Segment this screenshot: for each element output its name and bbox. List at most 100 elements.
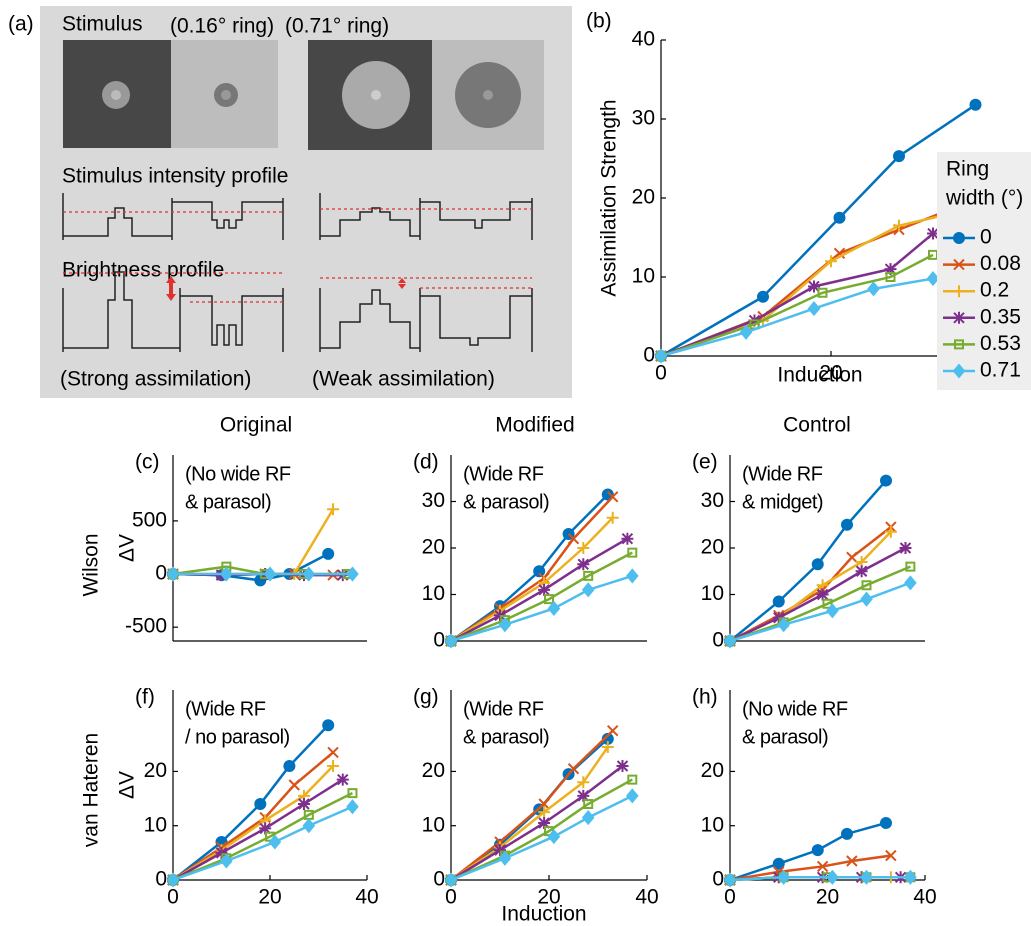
marker [494,844,506,857]
marker [346,566,359,582]
y-tick-label: 30 [632,107,655,130]
marker [723,633,737,649]
annotation: & parasol) [185,491,271,513]
marker [581,582,595,598]
marker [577,542,590,554]
marker [816,860,829,873]
marker [601,488,614,501]
annotation: / no parasol) [185,726,290,748]
y-tick-label: 30 [701,489,724,512]
brightness-profiles [62,271,533,352]
ring-label: (0.71° ring) [285,15,389,38]
x-tick-label: 0 [724,886,736,909]
marker [880,474,893,487]
series-line [450,778,633,882]
legend-marker [953,232,966,244]
marker [817,287,828,298]
y-tick-label: 20 [632,186,655,209]
series-line [450,765,624,882]
y-tick-label: 10 [632,265,655,288]
mean-lines [63,208,532,213]
x-tick-label: 20 [258,886,281,909]
y-tick-label: 10 [422,813,445,836]
x-tick-label: 20 [816,886,839,909]
marker [927,227,939,240]
marker [777,869,790,885]
annotation: & parasol) [463,726,549,748]
marker [297,798,310,810]
profile-line [62,193,284,240]
panel-label: (a) [8,13,34,36]
legend-marker [954,339,964,350]
annotation: & parasol) [463,491,549,513]
chart: 0 10 20 30 (d) (Wide RF & parasol) [413,451,647,652]
chart: 0 10 20 0 20 40 (g) Induction (Wide RF & parasol) [413,686,659,926]
section-title: Brightness profile [62,259,224,282]
chart: 01020304002040(b)Assimilation StrengthIn… [586,10,1031,390]
series-line [729,565,911,643]
panel-label: (c) [135,451,160,474]
marker [816,588,829,601]
x-axis-label: Induction [501,903,586,926]
marker [303,809,314,820]
row-label: Wilson [80,533,103,596]
y-axis-label: ΔV [116,771,139,799]
marker [885,849,897,862]
marker [547,829,561,845]
marker [627,547,638,558]
y-axis-label: ΔV [116,534,139,562]
y-tick-label: 10 [701,813,724,836]
marker [577,776,590,789]
marker [302,818,316,834]
marker [533,565,546,578]
marker [263,566,277,582]
marker [538,798,550,810]
series-line [450,729,614,881]
panel-label: (e) [692,451,718,474]
marker [757,290,770,303]
marker [444,633,458,649]
marker [833,211,846,224]
marker [884,263,897,276]
marker [220,853,233,869]
profile-line [319,288,533,352]
marker [327,503,340,516]
caption: (Weak assimilation) [312,368,495,391]
marker [926,271,940,287]
series-line [172,778,344,882]
legend-label: 0.53 [980,332,1021,355]
stimulus-center [111,90,121,100]
series-line [450,746,609,882]
marker [547,600,561,617]
series-line [172,792,354,882]
marker [627,774,638,785]
marker [904,869,917,885]
ring-label: (0.16° ring) [170,15,274,38]
legend-box [937,152,1031,390]
x-tick-label: 40 [635,886,658,909]
annotation: (Wide RF [185,698,266,720]
marker [567,532,580,545]
panel-label: (h) [692,686,718,709]
row-label: van Hateren [80,733,103,847]
x-tick-label: 0 [167,886,179,909]
marker [259,822,272,835]
marker [841,827,854,840]
marker [833,247,846,260]
annotation: (Wide RF [463,463,544,485]
y-axis-label: Assimilation Strength [598,99,621,296]
marker [880,817,893,829]
profile-line [62,271,284,352]
panel-label: (d) [413,451,439,474]
chart: 0 10 20 0 20 40 (h) (No wide RF & parasol) [692,686,937,909]
legend: Ring width (°) 0 0.08 0.2 0.35 0.53 0.71 [937,152,1031,390]
panel-label: (g) [413,686,439,709]
y-tick-label: 500 [132,508,167,531]
chart: 0 10 20 0 20 40 (f) ΔV (Wide RF / no parasol) [116,686,379,909]
legend-marker [953,311,965,324]
x-tick-label: 20 [819,362,842,385]
marker [220,566,233,582]
marker [860,869,873,885]
marker [577,789,590,802]
stimulus-title: Stimulus [62,13,143,36]
